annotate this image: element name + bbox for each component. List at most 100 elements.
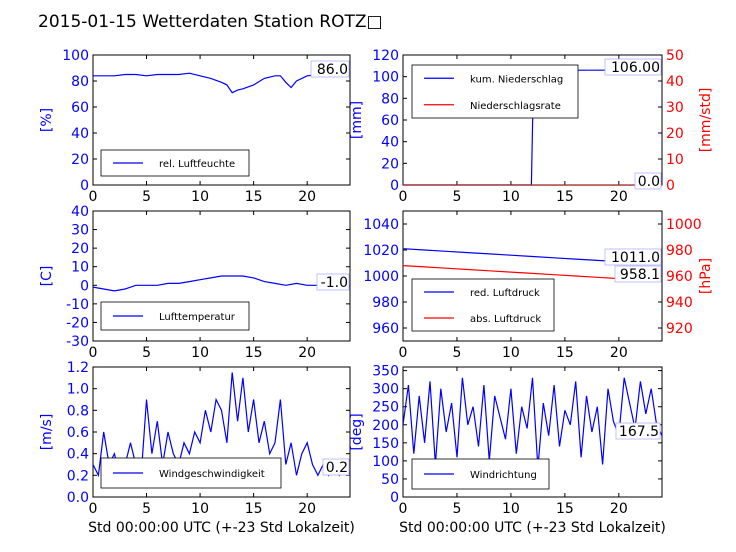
y-tick-label: 1.2 [67, 360, 89, 376]
series-line-1 [403, 69, 662, 185]
y-tick-label: 40 [71, 126, 89, 142]
value-annotation-box [322, 458, 350, 476]
y-right-tick-label: 1000 [666, 217, 702, 233]
y-right-tick-label: 40 [666, 74, 684, 90]
value-annotation-box [614, 265, 662, 283]
x-tick-label: 15 [245, 189, 263, 205]
y-tick-label: 60 [381, 113, 399, 129]
y-tick-label: 20 [381, 156, 399, 172]
panel-2: 0 5 10 15 20 0 20 40 60 80 100 120 0 10 20 30 40 50 [mm] [m… [349, 48, 714, 205]
panel-1: 0 5 10 15 20 0 20 40 60 80 100 [%] rel. Luftfeuchte 8… [39, 48, 351, 205]
y-tick-label: -10 [66, 297, 89, 313]
legend-box [411, 278, 555, 332]
value-annotation: -1.0 [321, 275, 348, 291]
y-tick-label: 80 [381, 91, 399, 107]
x-tick-label: 15 [556, 189, 574, 205]
x-tick-label: 20 [610, 345, 628, 361]
x-tick-label: 15 [245, 501, 263, 517]
x-tick-label: 0 [399, 345, 408, 361]
y-right-tick-label: 920 [666, 321, 693, 337]
y-right-tick-label: 30 [666, 100, 684, 116]
legend-label: abs. Luftdruck [470, 314, 541, 325]
x-tick-label: 0 [89, 345, 98, 361]
x-tick-label: 20 [610, 189, 628, 205]
x-tick-label: 0 [89, 501, 98, 517]
y-tick-label: 20 [71, 152, 89, 168]
legend-label: rel. Luftfeuchte [159, 159, 235, 170]
value-annotation: 958.1 [620, 267, 660, 283]
y-tick-label: 0.8 [67, 403, 89, 419]
y-right-tick-label: 980 [666, 243, 693, 259]
value-annotation: 86.0 [317, 62, 348, 78]
x-tick-label: 20 [610, 501, 628, 517]
y-axis-label: [%] [39, 108, 55, 132]
legend-box [411, 64, 579, 119]
y-tick-label: 300 [372, 382, 399, 398]
x-tick-label: 10 [191, 501, 209, 517]
panel-5: 0 5 10 15 20 0.0 0.2 0.4 0.6 0.8 1.0 1.2 [m/s] Std 00… [39, 360, 355, 536]
x-tick-label: 20 [298, 189, 316, 205]
y-right-tick-label: 940 [666, 295, 693, 311]
y-tick-label: 80 [71, 74, 89, 90]
x-tick-label: 5 [142, 189, 151, 205]
value-annotation-box [604, 58, 662, 76]
x-tick-label: 10 [502, 501, 520, 517]
y-tick-label: 0 [390, 178, 399, 194]
x-tick-label: 5 [452, 501, 461, 517]
series-line-1 [93, 275, 350, 292]
y-right-tick-label: 10 [666, 152, 684, 168]
y-tick-label: 0.4 [67, 447, 89, 463]
value-annotation: 106.00 [611, 60, 660, 76]
value-annotation-box [604, 248, 662, 266]
y-right-tick-label: 50 [666, 48, 684, 64]
y-tick-label: 1.0 [67, 382, 89, 398]
y-tick-label: 0 [390, 490, 399, 506]
y-tick-label: 150 [372, 436, 399, 452]
value-annotation: 167.5 [619, 424, 659, 440]
y-right-tick-label: 960 [666, 269, 693, 285]
legend-label: kum. Niederschlag [470, 74, 563, 85]
y-tick-label: -30 [66, 334, 89, 350]
x-tick-label: 5 [452, 189, 461, 205]
panel-3: 0 5 10 15 20 -30 -20 -10 0 10 20 30 40 [C] Lufttempera… [39, 204, 351, 361]
y-tick-label: 0.2 [67, 468, 89, 484]
value-annotation-box [316, 273, 350, 291]
x-tick-label: 15 [556, 501, 574, 517]
y-tick-label: -20 [66, 315, 89, 331]
y-tick-label: 960 [372, 321, 399, 337]
x-tick-label: 15 [556, 345, 574, 361]
y-tick-label: 1000 [363, 269, 399, 285]
y-tick-label: 0 [80, 278, 89, 294]
y-tick-label: 120 [372, 48, 399, 64]
y-tick-label: 980 [372, 295, 399, 311]
y-tick-label: 30 [71, 223, 89, 239]
value-annotation: 0.0 [638, 174, 660, 190]
x-tick-label: 0 [399, 501, 408, 517]
y-tick-label: 50 [381, 472, 399, 488]
x-axis-label: Std 00:00:00 UTC (+-23 Std Lokalzeit) [88, 520, 355, 536]
legend-box [100, 301, 250, 331]
x-tick-label: 5 [142, 345, 151, 361]
value-annotation-box [310, 60, 350, 78]
y-tick-label: 60 [71, 100, 89, 116]
y-right-tick-label: 20 [666, 126, 684, 142]
legend-label: Windrichtung [470, 470, 537, 481]
value-annotation: 1011.0 [611, 250, 660, 266]
y-tick-label: 100 [372, 454, 399, 470]
y-tick-label: 1020 [363, 243, 399, 259]
x-tick-label: 15 [245, 345, 263, 361]
legend-label: Windgeschwindigkeit [159, 469, 265, 480]
y-right-axis-label: [hPa] [698, 258, 714, 294]
value-annotation-box [615, 422, 661, 440]
x-tick-label: 20 [298, 345, 316, 361]
legend-label: red. Luftdruck [470, 288, 540, 299]
y-tick-label: 350 [372, 364, 399, 380]
y-axis-label: [m/s] [39, 414, 55, 451]
y-tick-label: 0.6 [67, 425, 89, 441]
panel-4: 0 5 10 15 20 960 980 1000 1020 1040 920 940 960 980 10… [363, 210, 714, 361]
y-tick-label: 100 [372, 70, 399, 86]
y-tick-label: 40 [381, 135, 399, 151]
x-tick-label: 5 [142, 501, 151, 517]
